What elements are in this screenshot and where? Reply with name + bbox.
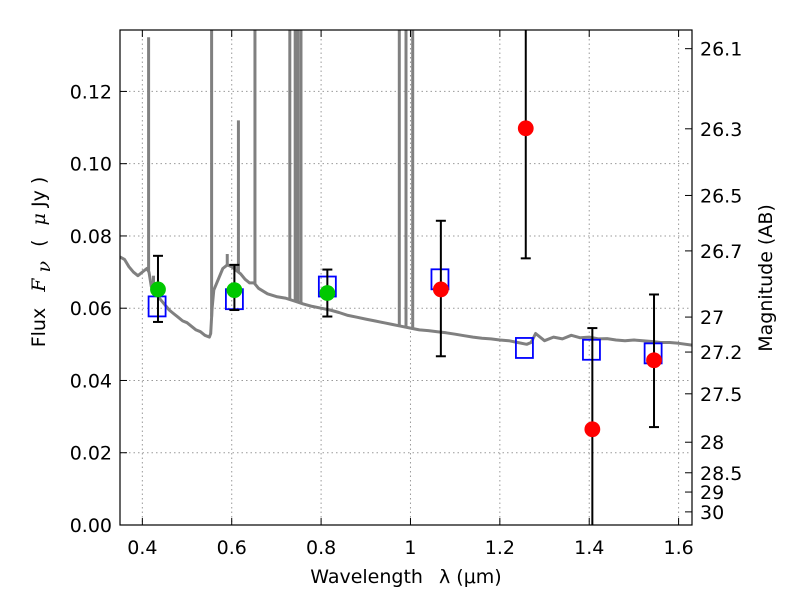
y-axis-title-symbol: F	[28, 278, 50, 293]
spectrum-continuum	[120, 255, 692, 347]
y-tick-label: 0.10	[70, 154, 112, 176]
x-tick-label: 1.4	[574, 537, 604, 559]
x-tick-label: 0.8	[306, 537, 336, 559]
y2-tick-label: 26.7	[700, 241, 742, 263]
y-axis-title-subscript: ν	[33, 261, 55, 273]
y-axis-title-unit: Jy )	[28, 177, 50, 208]
y2-tick-label: 27	[700, 307, 724, 329]
x-axis-title-text: Wavelength	[310, 566, 423, 588]
observed-flux-point	[646, 352, 662, 369]
observed-flux-point	[517, 120, 534, 137]
y2-tick-label: 27.2	[700, 342, 742, 364]
grid	[120, 30, 692, 526]
observed-flux-point	[150, 281, 166, 298]
y-tick-label: 0.02	[70, 443, 112, 465]
y-axis-title: Flux F ν ( μ Jy )	[28, 177, 55, 348]
y-axis-title-mu: μ	[28, 213, 50, 225]
y-tick-label: 0.00	[70, 515, 112, 537]
x-tick-label: 0.6	[217, 537, 247, 559]
y-tick-label: 0.06	[70, 298, 112, 320]
model-flux-square	[515, 337, 534, 359]
x-tick-label: 1.2	[485, 537, 515, 559]
x-tick-label: 1.6	[663, 537, 693, 559]
y2-tick-label: 26.3	[700, 119, 742, 141]
y2-tick-label: 26.1	[700, 39, 742, 61]
y-axis-title-open-paren: (	[28, 239, 50, 246]
observed-flux-point	[584, 421, 601, 438]
y2-tick-label: 28.5	[700, 463, 742, 485]
x-axis-title: Wavelength λ (μm)	[310, 566, 501, 588]
y2-axis-title: Magnitude (AB)	[755, 204, 777, 352]
observed-flux-point	[432, 281, 449, 298]
y2-tick-label: 29	[700, 482, 724, 504]
tick-labels: 0.4 0.6 0.8 1 1.2 1.4 1.6 0.00 0.02 0.04 0.06 0.08 0…	[70, 39, 743, 559]
y2-tick-label: 28	[700, 432, 724, 454]
observed-flux-point	[319, 285, 336, 301]
plot-frame	[119, 29, 693, 526]
x-axis-title-math: λ (μm)	[439, 566, 502, 588]
data-points	[147, 30, 663, 525]
y2-tick-label: 30	[700, 502, 724, 524]
y-tick-label: 0.12	[70, 81, 112, 103]
x-tick-label: 0.4	[127, 537, 157, 559]
y2-tick-label: 26.5	[700, 185, 742, 207]
x-tick-label: 1	[404, 537, 416, 559]
observed-flux-point	[226, 282, 243, 299]
y-tick-label: 0.08	[70, 226, 112, 248]
y-axis-title-text: Flux	[28, 308, 50, 348]
y2-tick-label: 27.5	[700, 384, 742, 406]
axis-ticks	[120, 30, 692, 526]
y-tick-label: 0.04	[70, 370, 112, 392]
